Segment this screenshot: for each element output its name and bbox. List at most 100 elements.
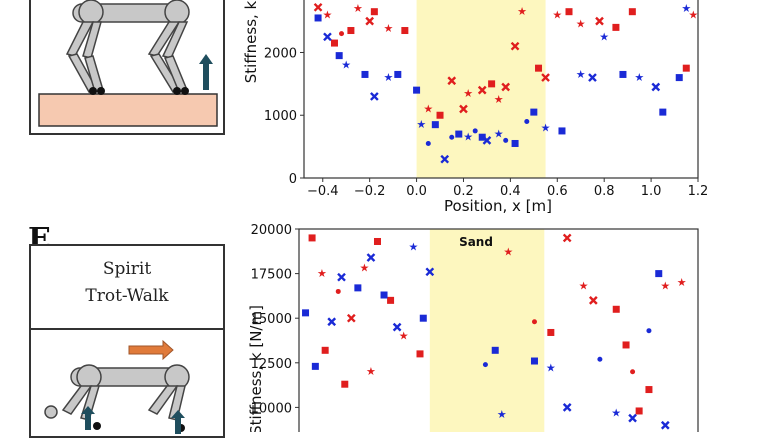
y-tick-label: 20000: [251, 223, 292, 238]
data-point: ★: [423, 102, 433, 115]
data-point: ★: [634, 71, 644, 84]
data-point: [314, 14, 322, 22]
robot-name: Spirit: [102, 259, 152, 279]
data-point: ★: [416, 118, 426, 131]
y-tick-label: 10000: [251, 401, 292, 416]
arrow-up-icon-3: [171, 410, 185, 434]
y-tick-label: 2000: [264, 46, 297, 61]
data-point: ★: [576, 68, 586, 81]
data-point: [401, 27, 409, 35]
data-point: [449, 134, 455, 140]
data-point: [387, 296, 395, 304]
data-point: [612, 23, 620, 31]
data-point: [646, 328, 652, 334]
data-point: [635, 407, 643, 415]
data-point: [370, 8, 378, 16]
data-point: [660, 420, 670, 430]
data-point: [645, 386, 653, 394]
data-point: [478, 133, 486, 141]
data-point: [477, 85, 487, 95]
robot-leg-2-1: [61, 385, 93, 415]
data-point: [619, 70, 627, 78]
data-point: [530, 357, 538, 365]
robot-hip-front: [78, 0, 104, 25]
data-point: ★: [494, 128, 504, 141]
data-point: ★: [576, 18, 586, 31]
data-point: [394, 70, 402, 78]
data-point: ★: [383, 71, 393, 84]
data-point: [302, 309, 310, 317]
y-tick-label: 0: [289, 172, 297, 187]
chart-frame-bottom: [298, 228, 699, 432]
data-point: [459, 104, 468, 114]
gait-name: Trot-Walk: [85, 286, 169, 306]
data-point: [488, 80, 496, 88]
sand-label: Sand: [459, 235, 493, 249]
arrow-up-icon-2: [81, 406, 95, 430]
robot-illustration-bottom: [29, 328, 225, 438]
data-point: [651, 82, 661, 92]
data-point: [431, 121, 439, 129]
data-point: ★: [517, 5, 527, 18]
data-point: [612, 305, 620, 313]
data-point: [541, 73, 550, 82]
data-point: [530, 108, 538, 116]
data-point: [366, 253, 376, 262]
ground-block: [38, 93, 218, 127]
data-point: [392, 322, 402, 332]
data-point: [524, 119, 530, 125]
data-point: [339, 31, 345, 37]
data-point: ★: [677, 276, 687, 289]
data-point: [482, 135, 492, 145]
data-point: ★: [688, 8, 698, 21]
robot-illustration-top: [29, 0, 225, 135]
data-point: [327, 317, 337, 327]
data-point: ★: [463, 87, 473, 100]
data-point: ★: [552, 8, 562, 21]
robot-joint-2-1: [44, 405, 58, 419]
data-point: ★: [541, 121, 551, 134]
robot-foot-3: [173, 87, 181, 95]
data-point: [311, 362, 319, 370]
data-point: ★: [409, 240, 419, 253]
data-point: [365, 16, 375, 26]
data-point: [413, 86, 421, 94]
data-point: [501, 82, 511, 92]
x-tick-label: 1.0: [641, 184, 662, 199]
arrow-right-icon: [128, 339, 174, 361]
data-point: [655, 270, 663, 278]
data-point: [511, 139, 519, 147]
x-tick-label: 0.4: [500, 184, 521, 199]
data-point: [337, 272, 346, 282]
data-point: [313, 2, 323, 12]
data-point: [347, 27, 355, 35]
data-point: [341, 380, 349, 388]
y-axis-label-top: Stiffness, k: [242, 0, 260, 83]
data-point: [562, 403, 572, 412]
data-point: [436, 111, 444, 119]
data-point: [659, 108, 667, 116]
data-point: [440, 154, 450, 164]
x-tick-label: 0.6: [547, 184, 568, 199]
data-point: [308, 234, 316, 242]
robot-foot-2: [97, 87, 105, 95]
data-point: [335, 288, 341, 294]
robot-foot-1: [89, 87, 97, 95]
data-point: [416, 350, 424, 358]
data-point: [482, 362, 488, 368]
data-point: ★: [546, 362, 556, 375]
data-point: ★: [497, 408, 507, 421]
chart-frame-top: [303, 0, 699, 179]
y-tick-label: 1000: [264, 109, 297, 124]
robot-hip-rear: [164, 0, 190, 25]
x-tick-label: 0.2: [453, 184, 474, 199]
data-point: [323, 32, 332, 42]
data-point: [675, 74, 683, 82]
data-point: [630, 369, 636, 375]
data-point: ★: [399, 330, 409, 343]
data-point: [425, 140, 431, 146]
data-point: ★: [503, 246, 513, 259]
data-point: [503, 137, 509, 143]
data-point: ★: [599, 30, 609, 43]
